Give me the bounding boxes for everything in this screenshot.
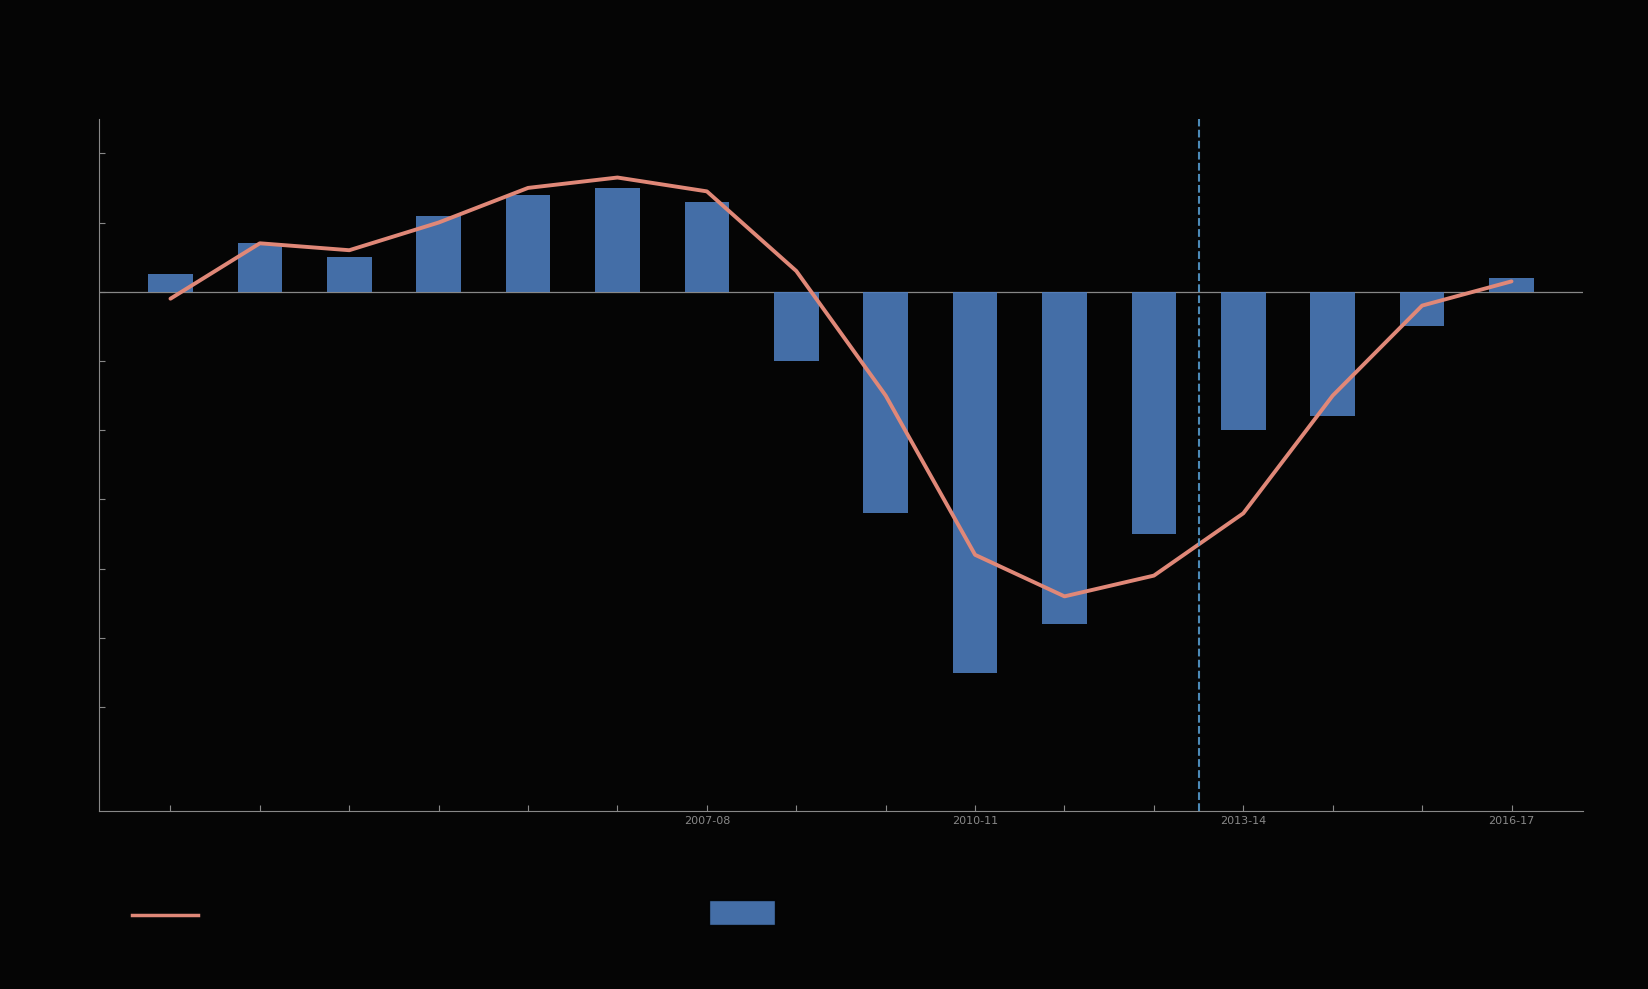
Bar — [864, 292, 908, 513]
Bar — [506, 195, 550, 292]
Bar — [415, 216, 461, 292]
Bar — [773, 292, 817, 361]
Bar — [1399, 292, 1444, 326]
Bar — [1220, 292, 1266, 430]
Bar — [1131, 292, 1175, 534]
Bar — [1042, 292, 1086, 624]
Bar — [684, 202, 728, 292]
Bar — [953, 292, 997, 673]
Bar — [326, 257, 371, 292]
Bar — [148, 275, 193, 292]
FancyBboxPatch shape — [709, 900, 775, 925]
Bar — [1310, 292, 1355, 416]
Bar — [237, 243, 282, 292]
Bar — [595, 188, 639, 292]
Bar — [1488, 278, 1533, 292]
